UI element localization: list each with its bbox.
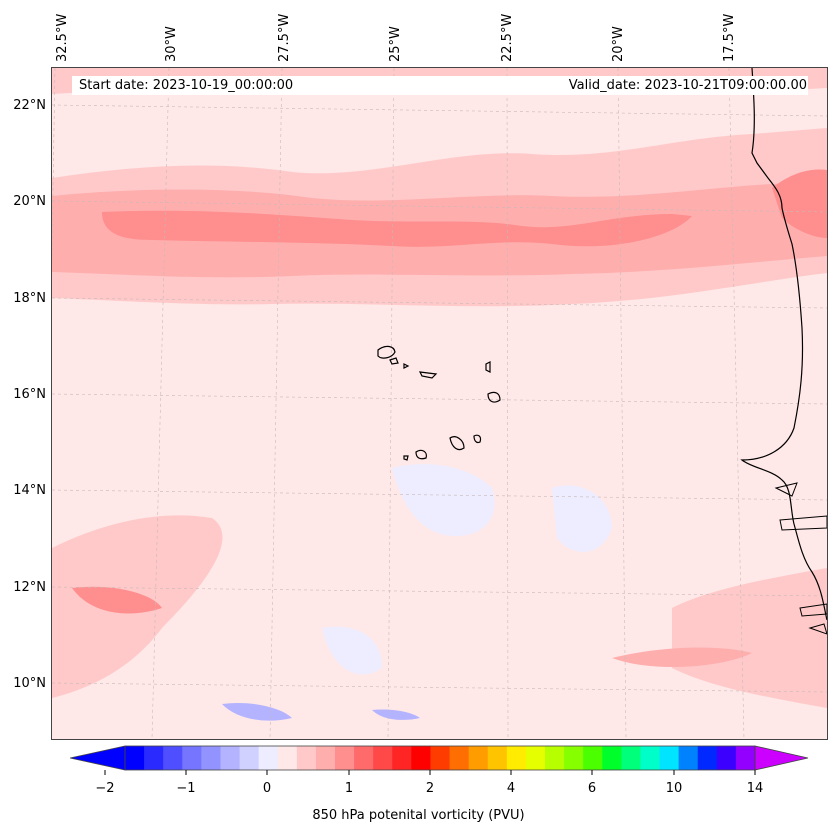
colorbar-cell [602, 746, 622, 770]
colorbar-cell [239, 746, 260, 770]
colorbar-cell [487, 746, 508, 770]
lat-label-20n: 20°N [13, 194, 46, 209]
lon-label-25w: 25°W [388, 26, 403, 62]
pv-blue-patch-3 [322, 626, 382, 675]
colorbar-cell [697, 746, 718, 770]
lon-label-27-5w: 27.5°W [277, 13, 292, 62]
colorbar-label: 850 hPa potenital vorticity (PVU) [312, 808, 525, 823]
colorbar-cell [545, 746, 565, 770]
colorbar-cell [182, 746, 202, 770]
colorbar-cell [411, 746, 431, 770]
lon-label-32-5w: 32.5°W [55, 13, 70, 62]
colorbar-cell [392, 746, 412, 770]
colorbar-tick-minus1: −1 [176, 781, 196, 796]
colorbar-extend-low [70, 745, 126, 771]
colorbar-cell [201, 746, 221, 770]
colorbar-cell [678, 746, 699, 770]
colorbar-cell [315, 746, 336, 770]
lon-label-17-5w: 17.5°W [722, 13, 737, 62]
colorbar-tick-minus2: −2 [95, 781, 115, 796]
colorbar-cell [735, 746, 756, 770]
colorbar-cell [525, 746, 546, 770]
lat-label-16n: 16°N [13, 387, 46, 402]
pv-band-core [102, 210, 692, 247]
pv-se-band [672, 568, 827, 708]
colorbar-cell [125, 746, 145, 770]
date-banner [72, 76, 808, 95]
lat-label-18n: 18°N [13, 291, 46, 306]
colorbar-tick-14: 14 [746, 781, 764, 796]
colorbar-cell [335, 746, 355, 770]
colorbar-tick-4: 4 [506, 781, 516, 796]
pv-se-core [612, 647, 752, 668]
lon-label-22-5w: 22.5°W [500, 13, 515, 62]
colorbar-ticks [104, 770, 756, 775]
colorbar-cell [659, 746, 680, 770]
cape-verde-islands [377, 345, 501, 461]
gridlines [52, 68, 827, 739]
map-panel [51, 67, 828, 740]
colorbar-cell [506, 746, 527, 770]
colorbar-tick-6: 6 [587, 781, 597, 796]
pv-blue-patch-1 [392, 464, 495, 537]
colorbar-cells [125, 746, 756, 770]
valid-date-text: Valid_date: 2023-10-21T09:00:00.00 [568, 78, 807, 93]
colorbar-cell [468, 746, 489, 770]
colorbar-tick-1: 1 [344, 781, 354, 796]
colorbar-cell [373, 746, 393, 770]
colorbar-cell [220, 746, 241, 770]
colorbar-cell [296, 746, 317, 770]
lat-label-22n: 22°N [13, 98, 46, 113]
lat-label-10n: 10°N [13, 676, 46, 691]
colorbar-cell [583, 746, 603, 770]
colorbar-tick-2: 2 [425, 781, 435, 796]
colorbar-cell [430, 746, 451, 770]
lat-label-12n: 12°N [13, 580, 46, 595]
colorbar-extend-high [754, 745, 809, 771]
colorbar-cell [716, 746, 737, 770]
colorbar-cell [277, 746, 298, 770]
colorbar-cell [354, 746, 374, 770]
lon-label-30w: 30°W [164, 26, 179, 62]
colorbar-cell [640, 746, 661, 770]
lat-label-14n: 14°N [13, 483, 46, 498]
pv-blue-patch-5 [372, 709, 420, 720]
colorbar-cell [564, 746, 584, 770]
colorbar-cell [621, 746, 641, 770]
pv-sw-core [72, 586, 162, 614]
colorbar-cell [163, 746, 183, 770]
coast-details [774, 482, 827, 635]
colorbar-tick-10: 10 [665, 781, 683, 796]
pv-blue-patch-4 [222, 702, 292, 721]
pv-field [52, 68, 827, 739]
colorbar-cell [258, 746, 279, 770]
colorbar-cell [144, 746, 164, 770]
colorbar-outline [124, 745, 756, 771]
pv-blue-patch-2 [552, 485, 612, 552]
colorbar-tick-0: 0 [262, 781, 272, 796]
lon-label-20w: 20°W [611, 26, 626, 62]
colorbar [70, 745, 809, 775]
coastline [740, 68, 827, 621]
start-date-text: Start date: 2023-10-19_00:00:00 [79, 78, 294, 93]
colorbar-cell [449, 746, 470, 770]
